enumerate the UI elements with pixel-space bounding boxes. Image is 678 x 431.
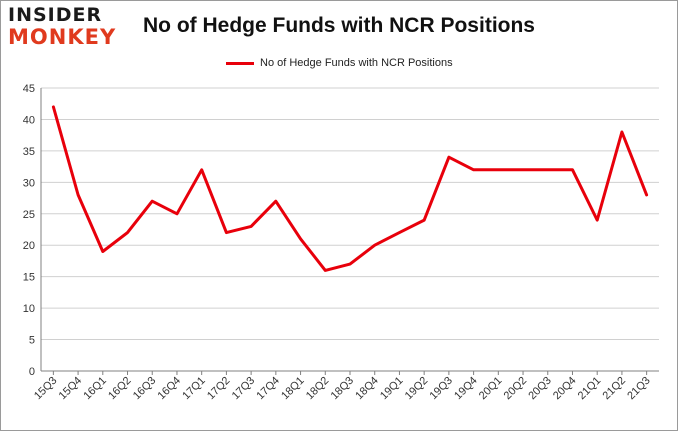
x-tick-label: 15Q3 (32, 375, 60, 403)
x-tick-label: 19Q1 (378, 375, 406, 403)
x-tick-label: 21Q2 (601, 375, 629, 403)
insider-monkey-logo: INSIDER MONKEY (8, 6, 128, 54)
logo-line-insider: INSIDER (8, 4, 103, 26)
x-tick-label: 20Q1 (477, 375, 505, 403)
y-tick-label: 35 (23, 146, 35, 158)
x-tick-label: 19Q3 (427, 375, 455, 403)
x-tick-label: 18Q2 (304, 375, 332, 403)
x-tick-label: 16Q1 (81, 375, 109, 403)
legend-label: No of Hedge Funds with NCR Positions (260, 57, 453, 69)
x-tick-label: 15Q4 (57, 375, 85, 403)
x-tick-label: 16Q3 (131, 375, 159, 403)
y-tick-label: 10 (23, 303, 35, 315)
x-tick-label: 18Q3 (329, 375, 357, 403)
x-tick-label: 16Q2 (106, 375, 134, 403)
x-tick-label: 18Q4 (353, 375, 381, 403)
x-tick-label: 17Q1 (180, 375, 208, 403)
y-tick-label: 0 (29, 366, 35, 378)
x-tick-label: 18Q1 (279, 375, 307, 403)
y-tick-label: 45 (23, 83, 35, 95)
x-tick-label: 20Q2 (502, 375, 530, 403)
x-tick-label: 16Q4 (156, 375, 184, 403)
x-tick-label: 20Q4 (551, 375, 579, 403)
legend: No of Hedge Funds with NCR Positions (226, 56, 453, 70)
x-tick-label: 21Q3 (625, 375, 653, 403)
y-tick-label: 20 (23, 240, 35, 252)
x-tick-label: 17Q4 (254, 375, 282, 403)
y-tick-label: 5 (29, 335, 35, 347)
x-tick-label: 21Q1 (576, 375, 604, 403)
logo-line-monkey: MONKEY (8, 25, 117, 49)
x-tick-label: 17Q2 (205, 375, 233, 403)
y-tick-label: 30 (23, 177, 35, 189)
y-tick-label: 40 (23, 114, 35, 126)
chart-title: No of Hedge Funds with NCR Positions (143, 14, 535, 37)
x-tick-label: 19Q4 (452, 375, 480, 403)
series-line (51, 105, 649, 272)
legend-swatch (226, 61, 254, 65)
x-tick-label: 19Q2 (403, 375, 431, 403)
x-tick-label: 17Q3 (230, 375, 258, 403)
y-tick-label: 15 (23, 272, 35, 284)
x-tick-label: 20Q3 (526, 375, 554, 403)
y-tick-label: 25 (23, 209, 35, 221)
